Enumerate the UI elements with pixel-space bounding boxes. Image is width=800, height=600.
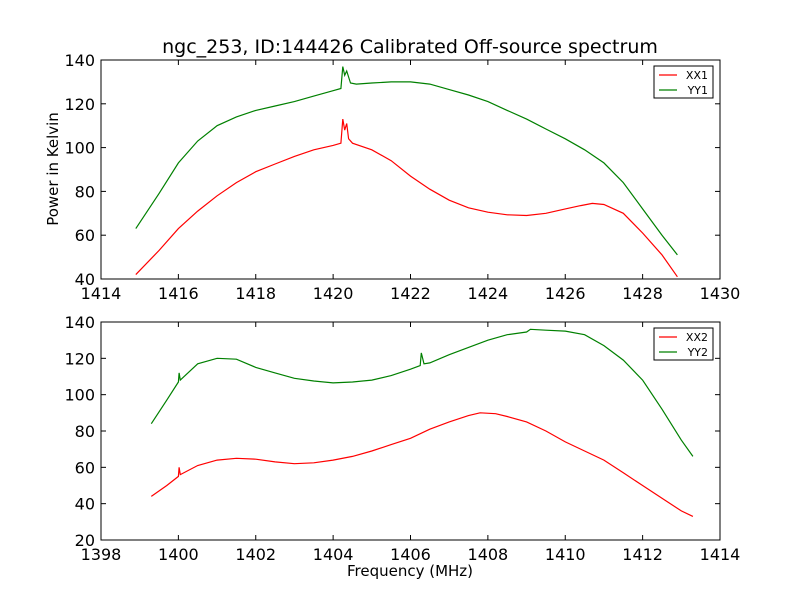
y-tick-label: 40 xyxy=(75,270,95,289)
x-tick-label: 1414 xyxy=(700,545,741,564)
x-tick-label: 1400 xyxy=(158,545,199,564)
y-tick-label: 100 xyxy=(64,386,95,405)
x-tick-label: 1412 xyxy=(622,545,663,564)
legend-label-yy1: YY1 xyxy=(687,84,708,97)
x-tick-label: 1426 xyxy=(545,284,586,303)
x-tick-label: 1420 xyxy=(313,284,354,303)
y-tick-label: 60 xyxy=(75,458,95,477)
series-line-xx1 xyxy=(135,118,678,278)
series-line-yy1 xyxy=(135,66,678,256)
legend-box xyxy=(653,65,714,99)
y-tick-label: 60 xyxy=(75,226,95,245)
x-tick-label: 1398 xyxy=(81,545,122,564)
series-line-yy2 xyxy=(150,328,694,457)
x-tick-label: 1408 xyxy=(468,545,509,564)
legend-label-yy2: YY2 xyxy=(687,346,708,359)
x-tick-label: 1416 xyxy=(158,284,199,303)
legend-label-xx2: XX2 xyxy=(686,331,708,344)
x-tick-label: 1430 xyxy=(700,284,741,303)
x-tick-label: 1406 xyxy=(390,545,431,564)
y-axis-label: Power in Kelvin xyxy=(44,112,62,226)
y-tick-label: 140 xyxy=(64,51,95,70)
x-tick-label: 1414 xyxy=(81,284,122,303)
subplot-1: 1414 1416 1418 1420 1422 1424 1426 1428 1430 40 60… xyxy=(64,51,740,303)
y-tick-label: 140 xyxy=(64,313,95,332)
legend-box xyxy=(653,327,714,361)
y-tick-label: 120 xyxy=(64,95,95,114)
x-tick-label: 1402 xyxy=(235,545,276,564)
y-tick-label: 120 xyxy=(64,349,95,368)
x-axis-label: Frequency (MHz) xyxy=(347,562,473,580)
chart-title: ngc_253, ID:144426 Calibrated Off-source… xyxy=(162,36,658,58)
x-tick-label: 1424 xyxy=(468,284,509,303)
y-tick-label: 100 xyxy=(64,139,95,158)
y-tick-label: 40 xyxy=(75,495,95,514)
subplot-2: 1398 1400 1402 1404 1406 1408 1410 1412 1414 20 40… xyxy=(64,313,740,564)
plot-frame xyxy=(100,321,721,541)
y-tick-label: 20 xyxy=(75,531,95,550)
y-tick-label: 80 xyxy=(75,422,95,441)
legend-label-xx1: XX1 xyxy=(686,69,708,82)
x-tick-label: 1404 xyxy=(313,545,354,564)
x-tick-label: 1410 xyxy=(545,545,586,564)
plot-frame xyxy=(100,59,721,280)
x-tick-label: 1422 xyxy=(390,284,431,303)
y-tick-label: 80 xyxy=(75,182,95,201)
series-line-xx2 xyxy=(150,412,694,517)
x-tick-label: 1428 xyxy=(622,284,663,303)
x-tick-label: 1418 xyxy=(235,284,276,303)
